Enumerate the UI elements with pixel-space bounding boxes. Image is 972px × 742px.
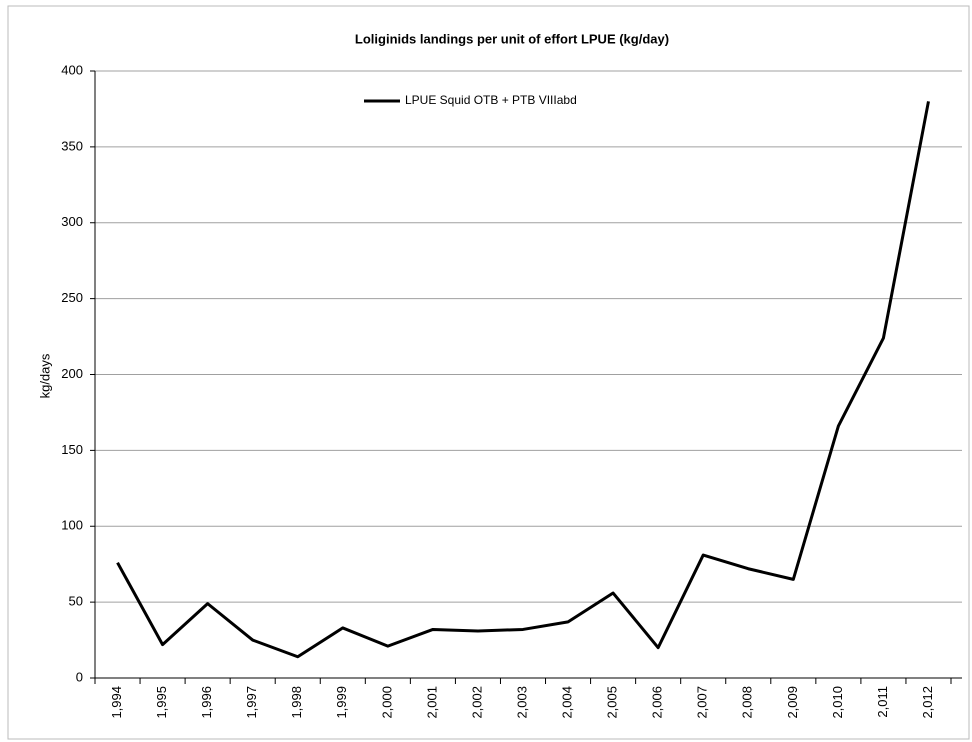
x-tick-label: 2,012 bbox=[920, 686, 935, 719]
y-tick-label: 200 bbox=[61, 366, 83, 381]
x-tick-label: 1,994 bbox=[109, 686, 124, 719]
x-tick-label: 1,998 bbox=[289, 686, 304, 719]
x-tick-label: 1,999 bbox=[334, 686, 349, 719]
x-tick-label: 2,011 bbox=[875, 686, 890, 718]
y-tick-label: 100 bbox=[61, 518, 83, 533]
legend-label: LPUE Squid OTB + PTB VIIIabd bbox=[405, 93, 577, 107]
x-tick-label: 1,997 bbox=[244, 686, 259, 719]
chart-border bbox=[7, 5, 970, 740]
data-line bbox=[116, 101, 930, 659]
x-tick-label: 2,007 bbox=[695, 686, 710, 719]
x-tick-label: 1,995 bbox=[154, 686, 169, 719]
y-tick-label: 150 bbox=[61, 442, 83, 457]
x-tick-label: 2,008 bbox=[740, 686, 755, 719]
x-tick-label: 2,005 bbox=[605, 686, 620, 719]
x-tick-label: 1,996 bbox=[199, 686, 214, 719]
x-tick-label: 2,004 bbox=[559, 686, 574, 719]
x-tick-label: 2,006 bbox=[650, 686, 665, 719]
y-tick-label: 300 bbox=[61, 214, 83, 229]
y-tick-label: 400 bbox=[61, 62, 83, 77]
x-tick-label: 2,009 bbox=[785, 686, 800, 719]
y-tick-label: 50 bbox=[69, 594, 83, 609]
x-tick-label: 2,001 bbox=[424, 686, 439, 719]
x-tick-label: 2,002 bbox=[469, 686, 484, 719]
y-tick-label: 0 bbox=[76, 669, 83, 684]
y-tick-label: 250 bbox=[61, 290, 83, 305]
x-tick-label: 2,010 bbox=[830, 686, 845, 719]
x-tick-label: 2,000 bbox=[379, 686, 394, 719]
x-tick-label: 2,003 bbox=[514, 686, 529, 719]
y-tick-label: 350 bbox=[61, 138, 83, 153]
chart-title: Loliginids landings per unit of effort L… bbox=[355, 31, 669, 46]
y-axis-label: kg/days bbox=[37, 353, 52, 398]
